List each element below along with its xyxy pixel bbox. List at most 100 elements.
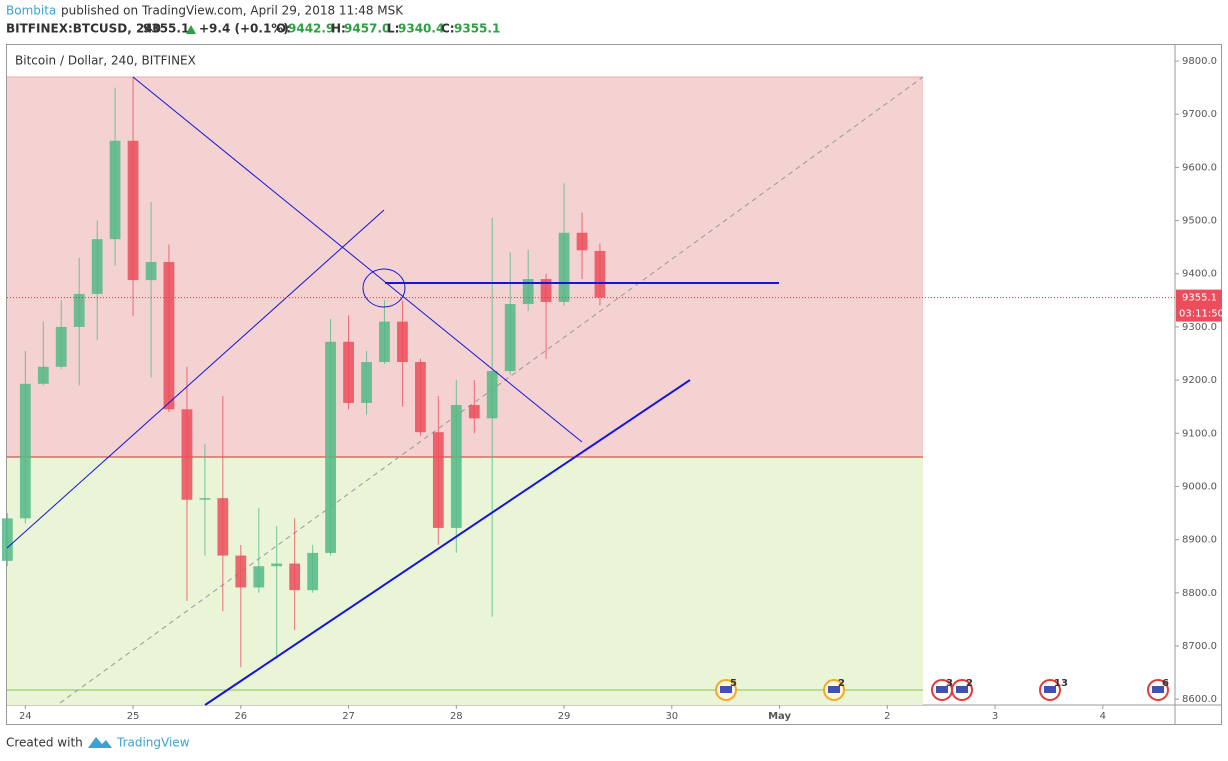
ellipse <box>362 268 406 308</box>
event-count: 2 <box>838 678 845 689</box>
y-tick-label: 9200.0 <box>1182 375 1217 386</box>
candle-body <box>253 566 265 588</box>
o-label: O: <box>276 22 291 36</box>
candle-body <box>576 232 588 251</box>
x-tick-label: 24 <box>19 711 32 722</box>
l-value: 9340.4 <box>398 22 444 36</box>
event-count: 6 <box>1162 678 1169 689</box>
candle-body <box>379 321 390 363</box>
candle-body <box>468 405 480 419</box>
c-label: C: <box>441 22 455 36</box>
candle-body <box>91 239 103 294</box>
event-flag <box>720 686 732 693</box>
candle-body <box>127 140 139 281</box>
candle-body <box>432 432 444 528</box>
candle-body <box>522 279 534 305</box>
x-tick-label: 28 <box>450 711 463 722</box>
candle-body <box>307 552 319 591</box>
frame <box>6 44 1222 725</box>
candle-body <box>450 405 462 528</box>
candle-body <box>19 383 31 519</box>
event-flag <box>956 686 968 693</box>
c-value: 9355.1 <box>454 22 500 36</box>
x-tick-label: 30 <box>665 711 678 722</box>
candle-body <box>1 518 13 561</box>
candle-body <box>199 498 211 500</box>
drawings <box>6 76 779 706</box>
plot <box>1 76 606 668</box>
y-tick-label: 8900.0 <box>1182 535 1217 546</box>
h-label: H: <box>331 22 346 36</box>
last-price-label: 9355.1 <box>1182 293 1217 304</box>
logo <box>88 737 112 748</box>
resistance-zone <box>7 77 923 457</box>
candle-body <box>217 498 229 556</box>
y-tick-label: 9300.0 <box>1182 322 1217 333</box>
price: 9355.1 <box>143 22 189 36</box>
candle-body <box>163 262 175 410</box>
trend-line <box>6 209 385 549</box>
y-tick-label: 9500.0 <box>1182 216 1217 227</box>
event-flag <box>828 686 840 693</box>
symbol-line: BITFINEX:BTCUSD, 240 9355.1 +9.4 (+0.1%)… <box>6 22 500 36</box>
x-tick-label: 29 <box>558 711 571 722</box>
x-tick-label: May <box>768 711 791 722</box>
x-tick-label: 4 <box>1100 711 1106 722</box>
symbol: BITFINEX:BTCUSD, 240 <box>6 22 161 36</box>
x-tick-label: 26 <box>234 711 247 722</box>
x-tick-label: 25 <box>127 711 140 722</box>
x-tick-label: 27 <box>342 711 355 722</box>
event-count: 5 <box>730 678 737 689</box>
event-flag <box>936 686 948 693</box>
change: +9.4 (+0.1%) <box>199 22 289 36</box>
published: published on TradingView.com, April 29, … <box>61 4 404 18</box>
support-zone <box>7 457 923 705</box>
chart-title: Bitcoin / Dollar, 240, BITFINEX <box>15 54 196 68</box>
candle-body <box>73 293 85 327</box>
trend-line <box>132 76 583 443</box>
events: 5 2 3 2 13 6 <box>715 678 1169 701</box>
candle-body <box>145 262 157 281</box>
last-price-box <box>1176 289 1222 322</box>
candle-body <box>361 362 372 403</box>
l-label: L: <box>387 22 399 36</box>
x-tick-label: 2 <box>884 711 890 722</box>
candle-body <box>594 250 606 298</box>
y-tick-label: 9400.0 <box>1182 269 1217 280</box>
y-tick-label: 9600.0 <box>1182 162 1217 173</box>
event-count: 3 <box>946 678 953 689</box>
candle-body <box>504 304 516 372</box>
y-tick-label: 9800.0 <box>1182 56 1217 67</box>
candle-body <box>109 140 121 240</box>
candle-body <box>289 563 301 591</box>
o-value: 9442.9 <box>288 22 334 36</box>
created-with: Created with <box>6 736 83 750</box>
candle-body <box>397 321 408 363</box>
author[interactable]: Bombita <box>6 4 56 18</box>
candle-body <box>486 371 498 419</box>
candle-body <box>37 366 49 384</box>
candle-body <box>55 326 67 367</box>
y-tick-label: 8700.0 <box>1182 641 1217 652</box>
event-flag <box>1152 686 1164 693</box>
y-tick-label: 9100.0 <box>1182 428 1217 439</box>
y-tick-label: 9700.0 <box>1182 109 1217 120</box>
event-flag <box>1044 686 1056 693</box>
y-tick-label: 8600.0 <box>1182 694 1217 705</box>
candle-body <box>415 362 426 433</box>
y-tick-label: 9000.0 <box>1182 481 1217 492</box>
up-arrow <box>186 25 196 34</box>
event-count: 2 <box>966 678 973 689</box>
candle-body <box>343 341 354 403</box>
y-tick-label: 8800.0 <box>1182 588 1217 599</box>
event-count: 13 <box>1054 678 1068 689</box>
x-tick-label: 3 <box>992 711 998 722</box>
brand[interactable]: TradingView <box>116 736 190 750</box>
countdown: 03:11:50 <box>1179 309 1224 320</box>
candle-body <box>181 409 193 500</box>
legend-bg <box>7 51 197 71</box>
candle-body <box>235 555 247 588</box>
trend-line <box>204 379 691 706</box>
candle-body <box>271 563 283 567</box>
